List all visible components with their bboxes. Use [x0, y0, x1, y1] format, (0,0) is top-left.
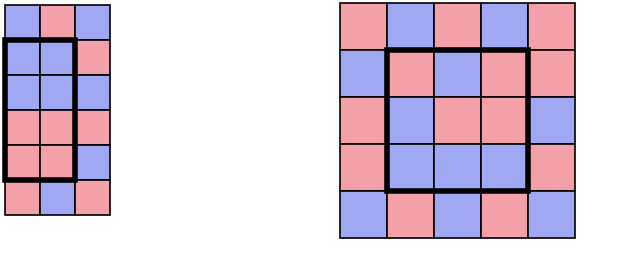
- Bar: [40, 5, 75, 40]
- Bar: [481, 97, 528, 144]
- Bar: [340, 50, 387, 97]
- Bar: [40, 40, 75, 75]
- Bar: [340, 191, 387, 238]
- Bar: [387, 144, 434, 191]
- Bar: [387, 191, 434, 238]
- Bar: [75, 75, 110, 110]
- Bar: [528, 3, 575, 50]
- Bar: [5, 75, 40, 110]
- Bar: [340, 97, 387, 144]
- Bar: [40, 110, 75, 145]
- Bar: [5, 180, 40, 215]
- Bar: [528, 144, 575, 191]
- Bar: [528, 97, 575, 144]
- Bar: [387, 97, 434, 144]
- Bar: [481, 191, 528, 238]
- Bar: [5, 110, 40, 145]
- Bar: [340, 144, 387, 191]
- Bar: [40, 75, 75, 110]
- Bar: [434, 191, 481, 238]
- Bar: [75, 145, 110, 180]
- Bar: [75, 40, 110, 75]
- Bar: [75, 180, 110, 215]
- Bar: [340, 3, 387, 50]
- Bar: [481, 144, 528, 191]
- Bar: [40, 145, 75, 180]
- Bar: [434, 50, 481, 97]
- Bar: [5, 5, 40, 40]
- Bar: [481, 50, 528, 97]
- Bar: [387, 50, 434, 97]
- Bar: [387, 50, 528, 191]
- Bar: [75, 110, 110, 145]
- Bar: [387, 3, 434, 50]
- Bar: [40, 180, 75, 215]
- Bar: [481, 3, 528, 50]
- Bar: [5, 40, 75, 180]
- Bar: [434, 3, 481, 50]
- Bar: [528, 50, 575, 97]
- Bar: [75, 5, 110, 40]
- Bar: [434, 97, 481, 144]
- Bar: [528, 191, 575, 238]
- Bar: [5, 40, 40, 75]
- Bar: [5, 145, 40, 180]
- Bar: [434, 144, 481, 191]
